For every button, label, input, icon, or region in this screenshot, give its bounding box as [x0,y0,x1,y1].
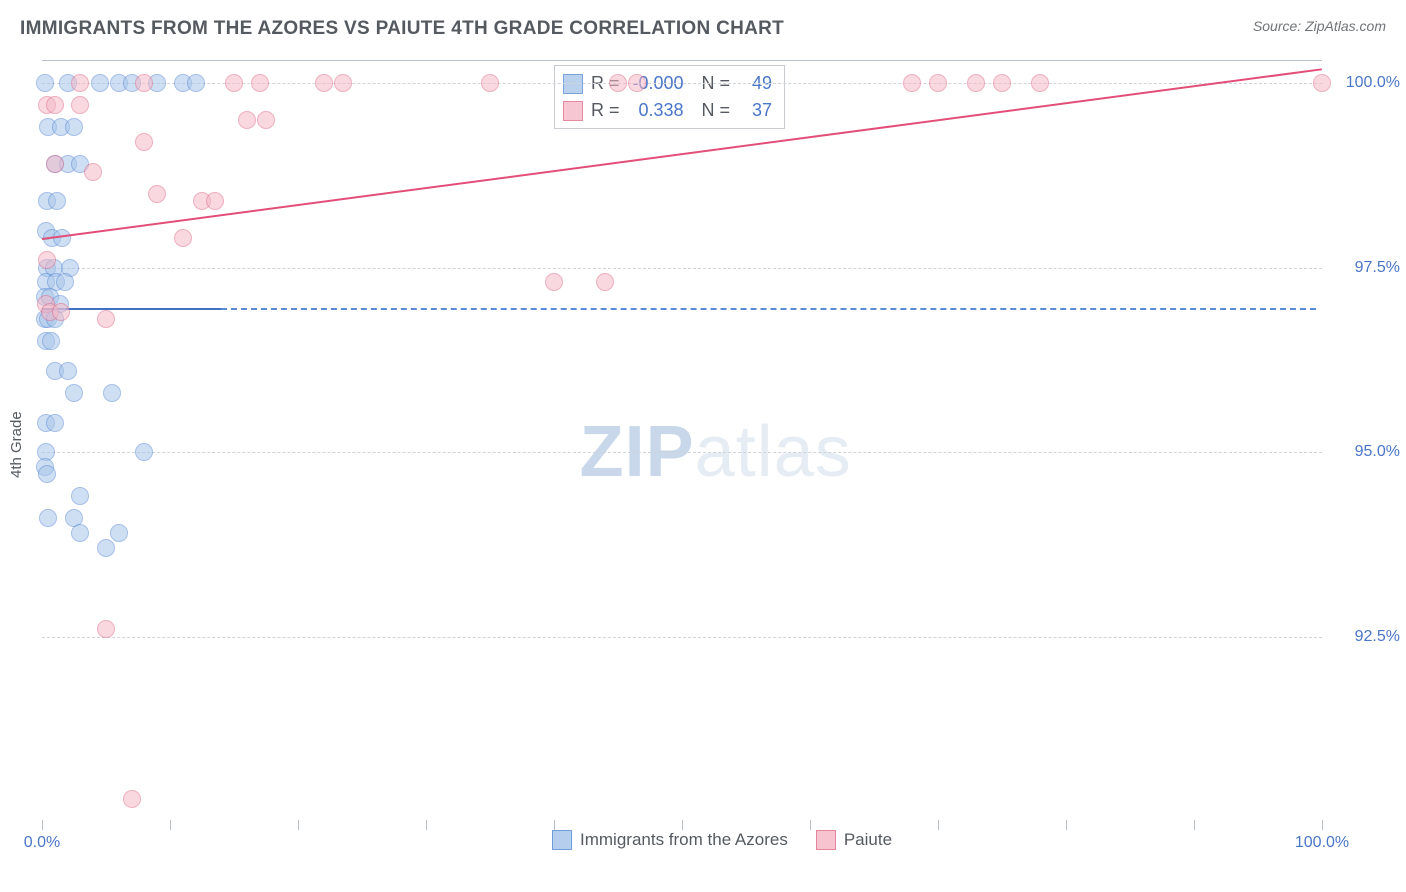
data-point-azores [103,384,121,402]
x-tick-label-left: 0.0% [24,834,60,852]
gridline-h [42,268,1322,269]
data-point-paiute [135,133,153,151]
data-point-paiute [225,74,243,92]
data-point-azores [71,487,89,505]
data-point-paiute [596,273,614,291]
data-point-azores [46,414,64,432]
y-tick-label: 92.5% [1330,628,1400,646]
y-axis-title: 4th Grade [8,411,25,478]
stat-n-label: N = [692,97,731,124]
legend-swatch-azores [552,830,572,850]
data-point-paiute [1313,74,1331,92]
data-point-paiute [903,74,921,92]
x-tick-label-right: 100.0% [1295,834,1349,852]
data-point-azores [110,524,128,542]
data-point-paiute [123,790,141,808]
legend-label-azores: Immigrants from the Azores [580,830,788,850]
data-point-paiute [481,74,499,92]
x-tick [1322,820,1323,830]
stat-row-paiute: R = 0.338 N = 37 [563,97,772,124]
bottom-legend: Immigrants from the Azores Paiute [552,830,892,850]
data-point-paiute [315,74,333,92]
chart-frame: ZIPatlas R =-0.000 N =49R =0.338 N =37 9… [42,60,1322,820]
data-point-azores [91,74,109,92]
x-tick [298,820,299,830]
y-tick-label: 95.0% [1330,443,1400,461]
data-point-azores [65,384,83,402]
data-point-paiute [52,303,70,321]
data-point-paiute [71,74,89,92]
data-point-azores [59,362,77,380]
data-point-azores [42,332,60,350]
data-point-paiute [38,251,56,269]
data-point-azores [187,74,205,92]
x-tick [42,820,43,830]
data-point-azores [135,443,153,461]
data-point-paiute [148,185,166,203]
data-point-paiute [46,155,64,173]
y-tick-label: 97.5% [1330,259,1400,277]
data-point-paiute [609,74,627,92]
data-point-paiute [84,163,102,181]
data-point-azores [39,509,57,527]
data-point-azores [65,118,83,136]
stat-legend-box: R =-0.000 N =49R =0.338 N =37 [554,65,785,129]
data-point-azores [36,74,54,92]
data-point-azores [56,273,74,291]
data-point-paiute [97,620,115,638]
data-point-paiute [97,310,115,328]
data-point-azores [48,192,66,210]
x-tick [1194,820,1195,830]
x-tick [938,820,939,830]
x-tick [810,820,811,830]
chart-source: Source: ZipAtlas.com [1253,18,1386,34]
stat-r-value-paiute: 0.338 [628,97,684,124]
y-tick-label: 100.0% [1330,74,1400,92]
mean-dashed-line [221,308,1316,310]
data-point-paiute [628,74,646,92]
data-point-paiute [251,74,269,92]
data-point-paiute [46,96,64,114]
legend-item-azores: Immigrants from the Azores [552,830,788,850]
legend-swatch-paiute [816,830,836,850]
x-tick [1066,820,1067,830]
data-point-paiute [206,192,224,210]
gridline-h [42,637,1322,638]
chart-header: IMMIGRANTS FROM THE AZORES VS PAIUTE 4TH… [0,0,1406,48]
stat-n-value-paiute: 37 [738,97,772,124]
stat-r-label: R = [591,97,620,124]
plot-area: ZIPatlas R =-0.000 N =49R =0.338 N =37 9… [42,61,1322,821]
data-point-paiute [135,74,153,92]
swatch-paiute [563,101,583,121]
legend-item-paiute: Paiute [816,830,892,850]
data-point-azores [38,465,56,483]
data-point-azores [71,524,89,542]
data-point-paiute [257,111,275,129]
data-point-paiute [929,74,947,92]
x-tick [426,820,427,830]
data-point-azores [97,539,115,557]
data-point-paiute [1031,74,1049,92]
chart-title: IMMIGRANTS FROM THE AZORES VS PAIUTE 4TH… [20,18,784,40]
x-tick [554,820,555,830]
legend-label-paiute: Paiute [844,830,892,850]
data-point-paiute [174,229,192,247]
gridline-h [42,452,1322,453]
data-point-paiute [967,74,985,92]
data-point-paiute [238,111,256,129]
data-point-paiute [334,74,352,92]
data-point-paiute [993,74,1011,92]
x-tick [682,820,683,830]
x-tick [170,820,171,830]
data-point-paiute [71,96,89,114]
data-point-paiute [545,273,563,291]
